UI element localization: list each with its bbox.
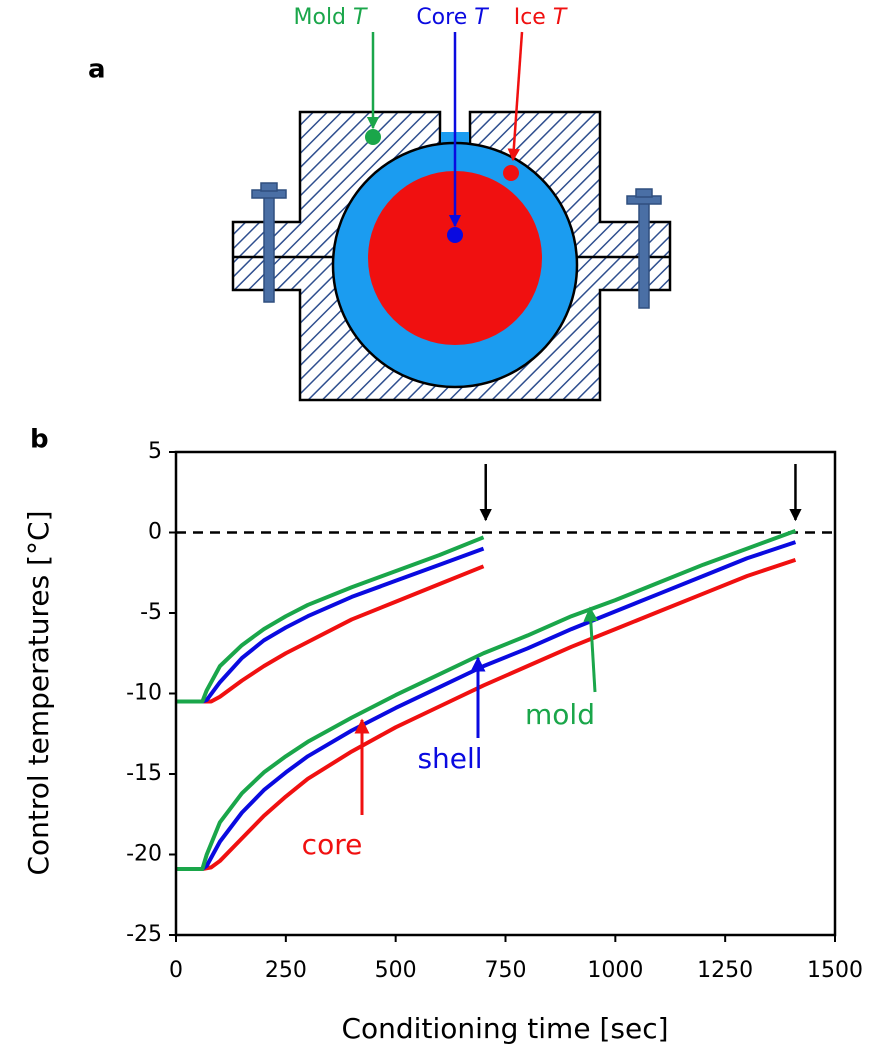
ice-sensor — [503, 165, 519, 181]
bolt-right — [626, 188, 662, 309]
panel-label: a — [88, 55, 106, 85]
series-line — [176, 540, 797, 871]
panel-label: b — [30, 425, 49, 455]
label-symbol: T — [474, 5, 489, 30]
y-tick-label: -10 — [126, 681, 162, 706]
label-symbol: T — [353, 5, 368, 30]
x-tick-label: 0 — [169, 958, 183, 983]
ice-core — [368, 171, 542, 345]
x-tick-label: 1250 — [697, 958, 753, 983]
bolt-left — [251, 182, 287, 303]
y-axis-label: Control temperatures [°C] — [22, 511, 55, 876]
series-line — [176, 546, 485, 704]
sensor-label: Ice T — [514, 5, 568, 30]
y-tick-label: -15 — [126, 761, 162, 786]
y-tick-label: 5 — [148, 439, 162, 464]
y-tick-label: -5 — [140, 600, 162, 625]
x-tick-label: 1500 — [807, 958, 863, 983]
sensor-label: Core T — [416, 5, 489, 30]
annotation: shell — [417, 742, 482, 775]
mold-sensor — [365, 129, 381, 145]
annotation: mold — [525, 698, 595, 731]
plot-frame — [174, 450, 837, 937]
y-tick-label: 0 — [148, 520, 162, 545]
label-name: Core — [416, 5, 467, 30]
label-name: Mold — [294, 5, 347, 30]
annotation: core — [302, 828, 363, 861]
x-tick-label: 1000 — [587, 958, 643, 983]
annotation-arrow — [583, 606, 599, 693]
chart: -25 -20 -15 -10 -5 0 5 0 250 500 750 1000 1250 1500 — [126, 439, 863, 983]
series-line — [176, 564, 485, 704]
series-line — [176, 529, 797, 871]
label-name: Ice — [514, 5, 546, 30]
mold-diagram: a Mold T Core T Ice T — [88, 5, 672, 402]
sensor-label: Mold T — [294, 5, 369, 30]
x-tick-label: 500 — [375, 958, 417, 983]
y-tick-label: -25 — [126, 922, 162, 947]
ice-arrow — [507, 31, 524, 162]
series-line — [176, 557, 797, 871]
x-tick-label: 750 — [485, 958, 527, 983]
x-axis-label: Conditioning time [sec] — [341, 1012, 668, 1045]
series-line — [176, 535, 485, 704]
x-tick-label: 250 — [265, 958, 307, 983]
label-symbol: T — [553, 5, 568, 30]
y-tick-label: -20 — [126, 842, 162, 867]
core-sensor — [447, 227, 463, 243]
